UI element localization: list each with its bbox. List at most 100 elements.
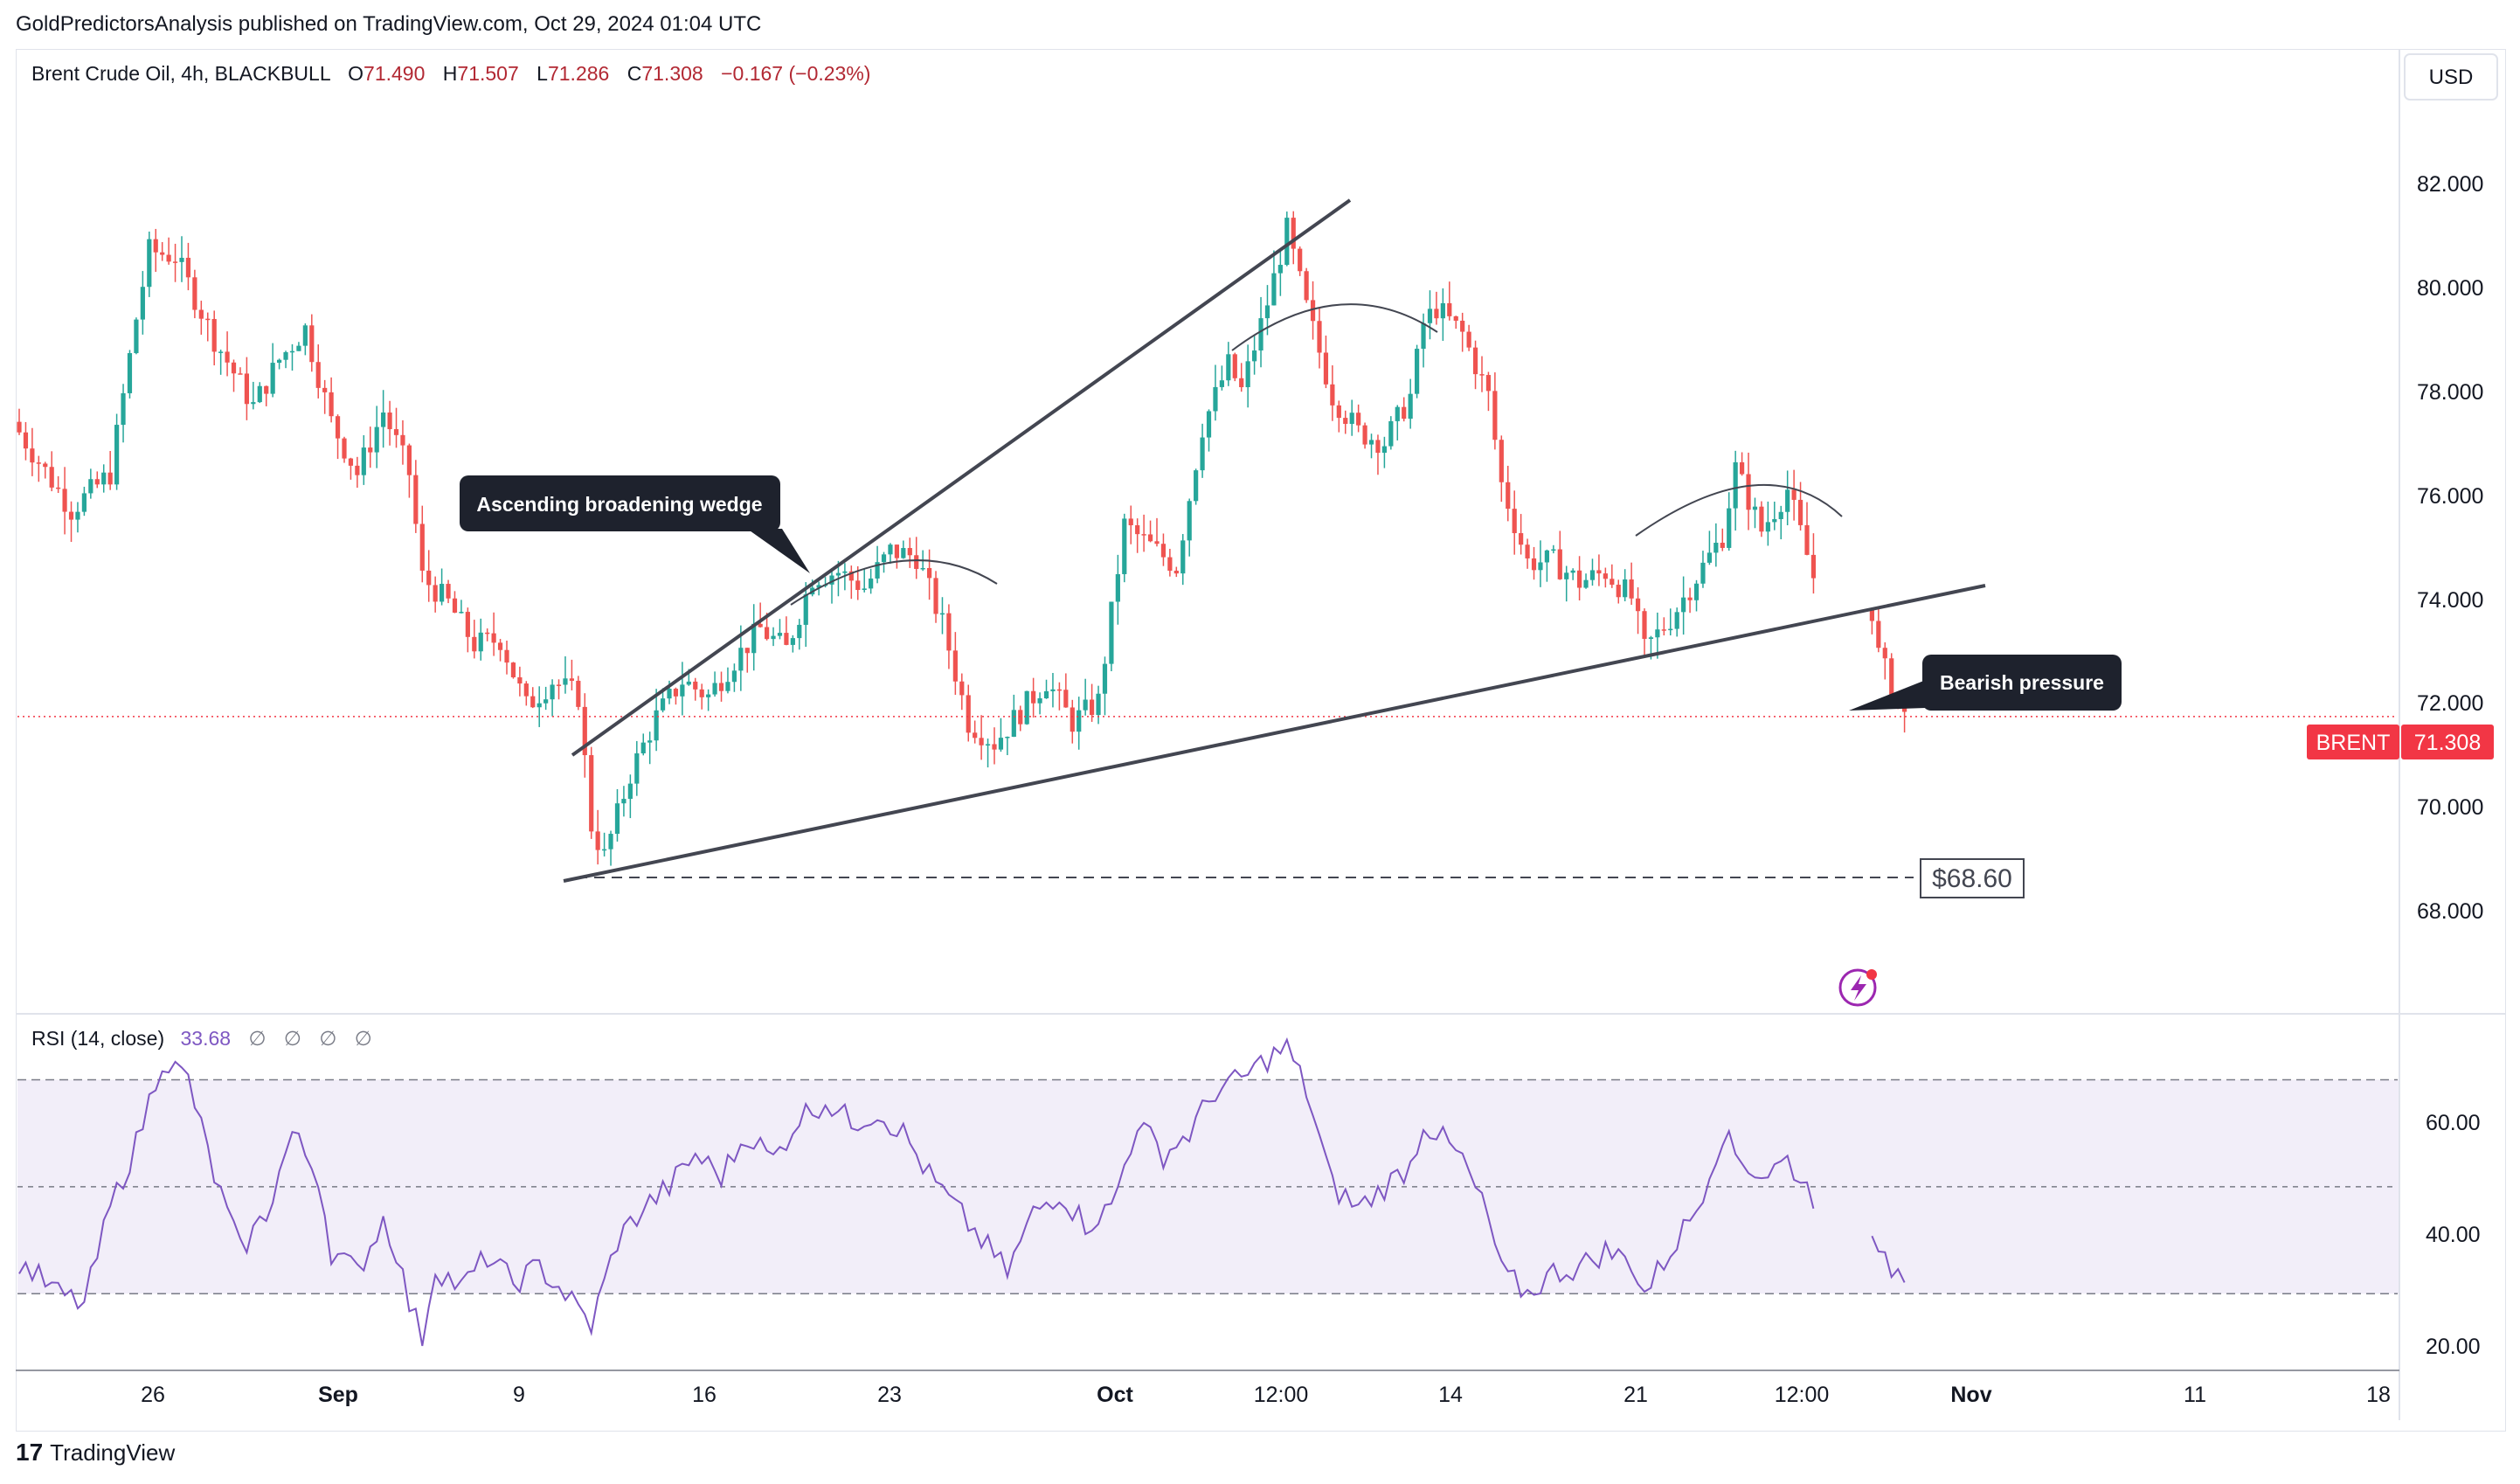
candle-body (121, 392, 126, 426)
candle-body (790, 638, 795, 645)
candle-body (1603, 573, 1608, 579)
currency-button[interactable]: USD (2429, 66, 2474, 89)
footer[interactable]: 17 TradingView (16, 1439, 175, 1467)
candle-body (901, 548, 906, 558)
candle-body (881, 554, 887, 563)
symbol-legend[interactable]: Brent Crude Oil, 4h, BLACKBULL O71.490 H… (31, 62, 870, 85)
candle-body (1050, 689, 1056, 691)
rsi-axis[interactable]: 60.00 40.00 20.00 (2426, 1111, 2481, 1359)
candle-body (1362, 425, 1367, 445)
candle-body (966, 695, 971, 733)
candle-body (907, 548, 912, 556)
arc-1[interactable] (790, 559, 998, 606)
candle-body (777, 633, 783, 636)
last-price-tag[interactable]: BRENT 71.308 (2307, 725, 2494, 759)
candle-body (712, 683, 717, 695)
candle-body (829, 575, 834, 585)
candle-body (1427, 309, 1433, 323)
candle-body (1635, 598, 1641, 612)
candle-body (1056, 689, 1062, 691)
candle-body (640, 742, 646, 753)
candle-body (179, 257, 184, 262)
rsi-tick: 40.00 (2426, 1223, 2481, 1247)
rsi-legend[interactable]: RSI (14, close) 33.68 ∅ ∅ ∅ ∅ (31, 1027, 372, 1050)
candle-body (342, 438, 347, 459)
candle-body (1570, 570, 1575, 573)
candle-body (1291, 218, 1296, 249)
drawings[interactable] (563, 198, 1986, 883)
candle-body (1063, 690, 1069, 708)
wedge-upper-trendline[interactable] (571, 198, 1352, 757)
wedge-callout-label: Ascending broadening wedge (476, 493, 762, 516)
candle-body (1544, 550, 1549, 563)
candle-body (485, 632, 490, 635)
candle-body (914, 555, 919, 569)
wedge-lower-trendline[interactable] (563, 584, 1986, 883)
candle-body (1310, 300, 1316, 322)
wedge-callout[interactable]: Ascending broadening wedge (460, 475, 810, 573)
candle-body (608, 834, 613, 849)
candle-body (1810, 554, 1817, 579)
candle-body (1687, 597, 1693, 600)
candle-body (627, 783, 633, 800)
rsi-line (18, 1037, 1906, 1347)
candle-body (433, 585, 438, 602)
low-value: 71.286 (548, 62, 609, 85)
candle-body (1804, 524, 1810, 555)
candle-body (946, 613, 952, 651)
candle-body (134, 319, 139, 354)
candle-body (523, 683, 529, 697)
price-axis[interactable]: 82.000 80.000 78.000 76.000 74.000 72.00… (2417, 172, 2483, 924)
time-tick: 12:00 (1775, 1383, 1830, 1407)
candle-body (1245, 361, 1250, 388)
open-label: O (348, 62, 363, 85)
candle-body (582, 706, 587, 756)
candle-body (556, 684, 562, 686)
arc-3[interactable] (1635, 484, 1843, 537)
candle-body (1356, 413, 1361, 426)
candle-body (1011, 710, 1016, 738)
candle-body (1447, 302, 1452, 316)
candle-body (888, 544, 893, 555)
candle-body (1408, 393, 1413, 420)
candle-body (1583, 579, 1589, 588)
chart-frame[interactable] (16, 49, 2506, 1432)
target-price-text: $68.60 (1932, 864, 2012, 893)
candle-body (1512, 509, 1517, 534)
candle-body (758, 623, 763, 628)
candle-body (1778, 511, 1783, 520)
candle-body (17, 421, 22, 433)
candle-body (30, 448, 35, 463)
candle-body (744, 648, 750, 654)
candle-body (1336, 405, 1341, 419)
target-price-label[interactable]: $68.60 (1920, 858, 2025, 898)
candle-body (452, 598, 458, 614)
lightning-icon[interactable] (1838, 968, 1877, 1007)
time-axis[interactable]: 26 Sep 9 16 23 Oct 12:00 14 21 12:00 Nov… (141, 1383, 2391, 1407)
candle-body (1375, 440, 1381, 454)
candle-body (1466, 331, 1471, 348)
bearish-callout[interactable]: Bearish pressure (1849, 655, 2122, 711)
candle-body (1200, 437, 1205, 471)
candle-body (400, 434, 405, 446)
candle-body (36, 462, 41, 464)
candle-body (406, 445, 412, 475)
candle-body (1577, 570, 1582, 588)
candle-body (1472, 347, 1478, 375)
candle-body (1460, 320, 1465, 332)
candle-body (1252, 350, 1257, 362)
candle-body (218, 351, 224, 353)
candle-body (1589, 570, 1596, 580)
candle-body (68, 511, 74, 520)
candle-body (1557, 549, 1562, 579)
close-value: 71.308 (641, 62, 703, 85)
candle-body (329, 392, 334, 417)
candle-body (933, 578, 938, 614)
candle-body (667, 689, 672, 699)
candle-body (1681, 597, 1686, 613)
arc-2[interactable] (1231, 303, 1438, 351)
candle-body (1707, 552, 1712, 563)
candle-body (1349, 413, 1354, 424)
candle-body (302, 325, 308, 346)
